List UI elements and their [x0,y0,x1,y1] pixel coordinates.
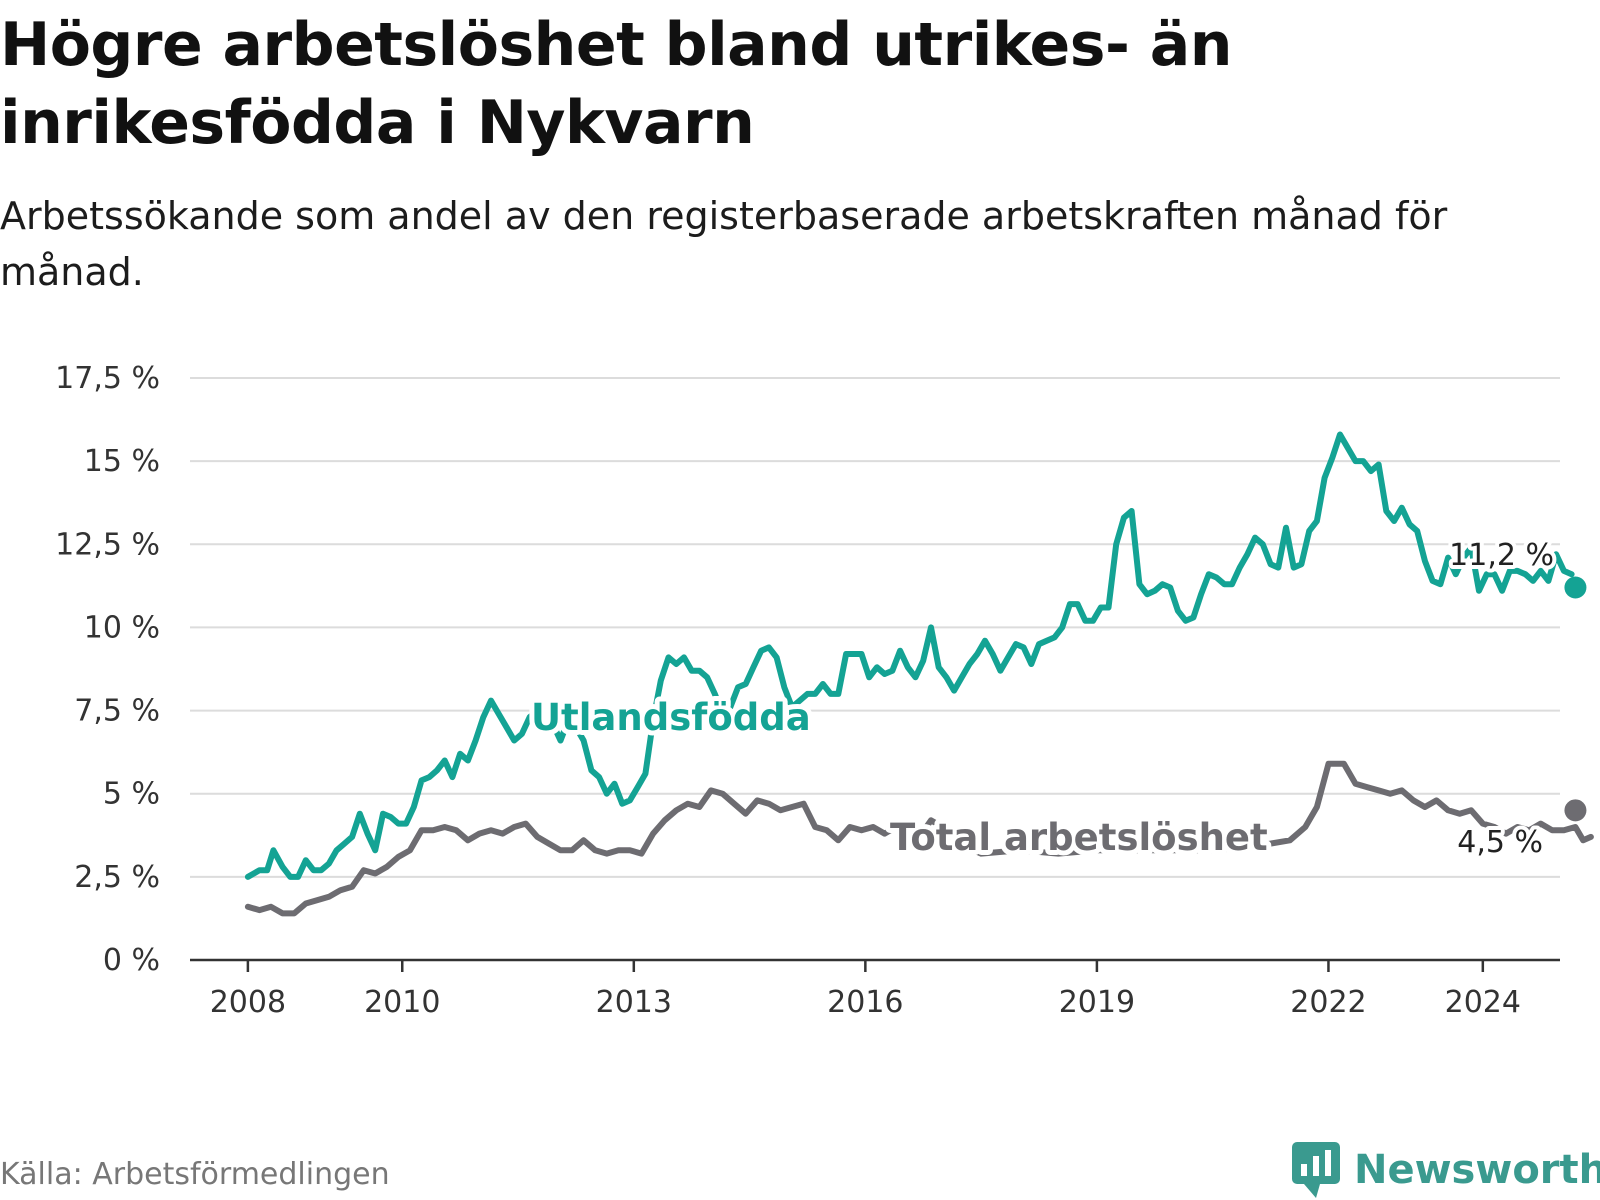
x-tick-label: 2024 [1445,985,1521,1020]
y-axis-ticks: 0 % 2,5 % 5 % 7,5 % 10 % 12,5 % 15 % 17,5 % [55,361,160,978]
series-name-halo: Total arbetslöshet [890,816,1268,859]
brand-name: Newsworthy [1354,1147,1600,1193]
series-end-marker [1564,799,1587,822]
y-tick-label: 7,5 % [74,694,160,729]
chart-subtitle: Arbetssökande som andel av den registerb… [0,194,1448,294]
y-tick-label: 2,5 % [74,860,160,895]
end-value-halo: 11,2 % [1449,538,1554,573]
y-tick-label: 0 % [103,943,160,978]
newsworthy-logo-icon [1292,1142,1340,1198]
y-tick-label: 5 % [103,777,160,812]
y-tick-label: 17,5 % [55,361,160,396]
end-value-label: 11,2 % [1449,538,1554,573]
x-axis: 2008 2010 2013 2016 2019 2022 2024 [190,958,1560,1020]
end-value-label: 4,5 % [1457,825,1543,860]
brand-logo: Newsworthy [1290,1140,1600,1200]
series-name-halo: Utlandsfödda [531,696,811,739]
chart-title: Högre arbetslöshet bland utrikes- än inr… [0,10,1232,158]
x-tick-label: 2019 [1059,985,1135,1020]
series-line-total [244,760,1594,917]
line-chart: 0 % 2,5 % 5 % 7,5 % 10 % 12,5 % 15 % 17,5 % 200… [55,361,1594,1020]
y-tick-label: 15 % [84,444,160,479]
series-line-utlandsfodda [244,431,1575,880]
series-name-label: Total arbetslöshet [890,816,1268,859]
gridlines [190,377,1560,878]
series-end-marker [1564,576,1587,599]
x-tick-label: 2008 [210,985,286,1020]
x-tick-label: 2010 [364,985,440,1020]
source-note: Källa: Arbetsförmedlingen [0,1157,390,1192]
y-tick-label: 10 % [84,610,160,645]
series-lines [244,431,1594,917]
series-name-label: Utlandsfödda [531,696,811,739]
x-tick-label: 2022 [1290,985,1366,1020]
x-tick-label: 2013 [596,985,672,1020]
x-tick-label: 2016 [827,985,903,1020]
y-tick-label: 12,5 % [55,527,160,562]
end-value-halo: 4,5 % [1457,825,1543,860]
